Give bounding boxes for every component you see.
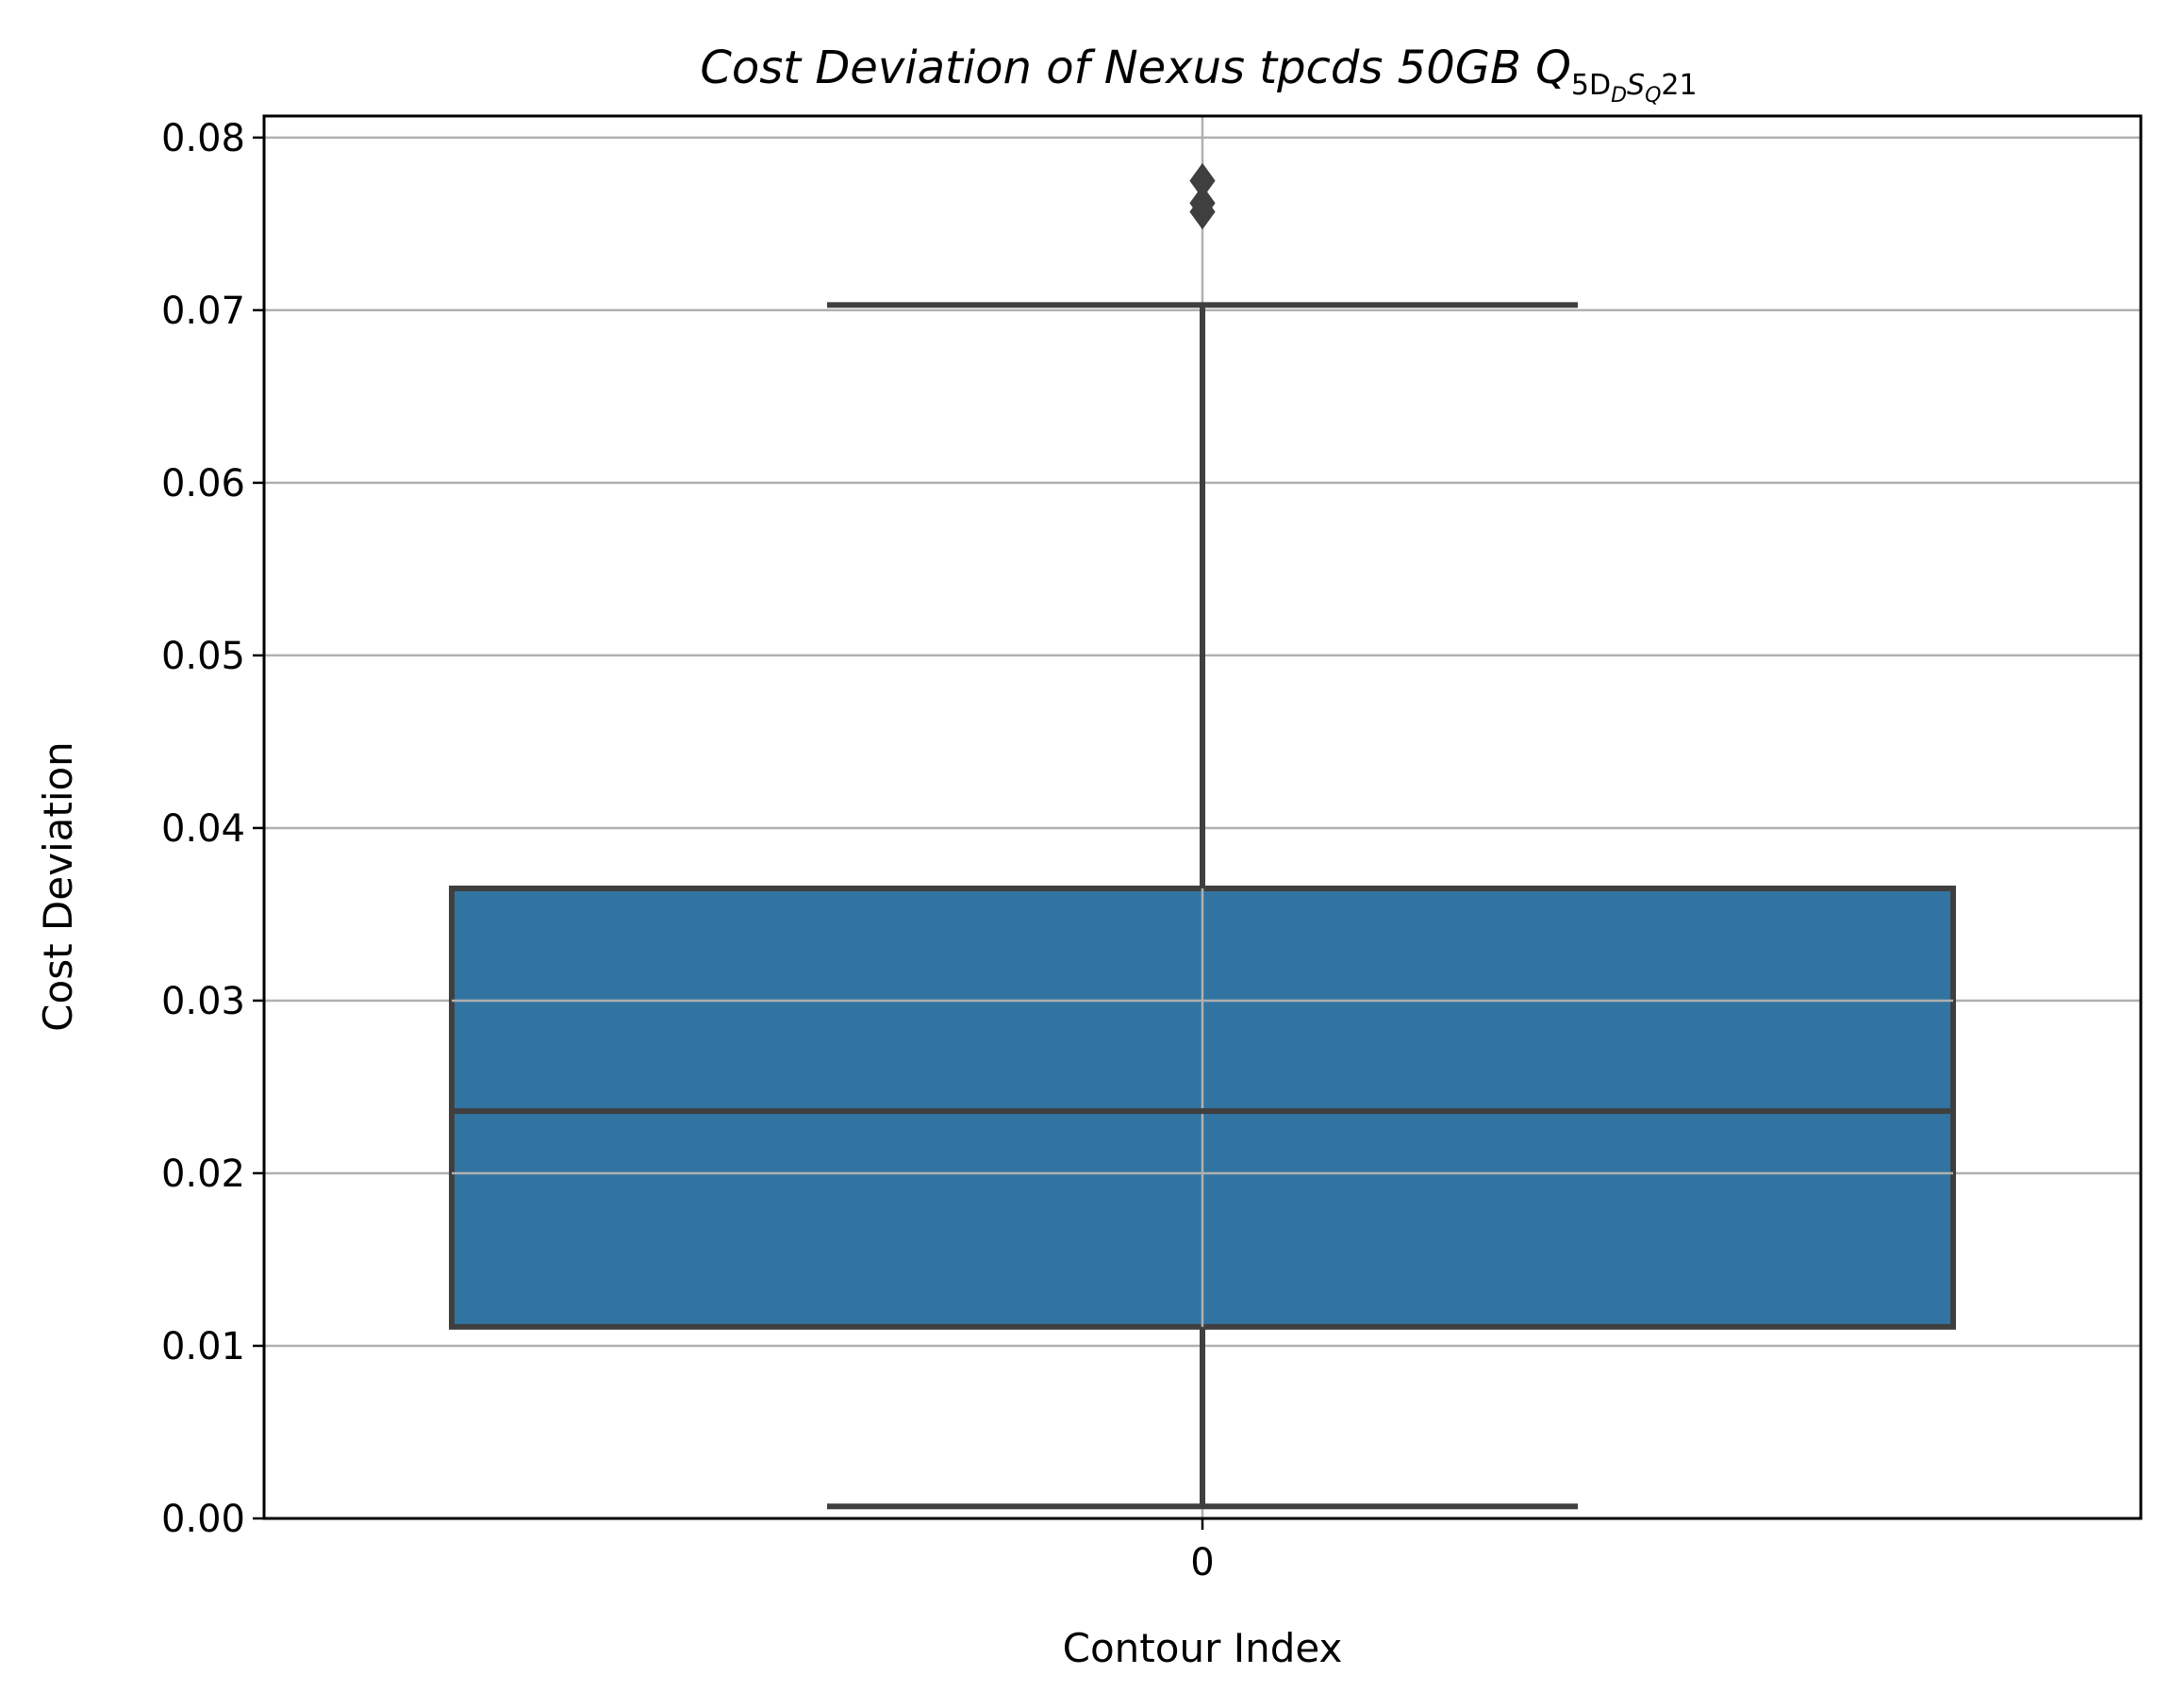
chart-title-sub-1: 5D bbox=[1571, 69, 1611, 102]
chart-title-sub-2: D bbox=[1611, 84, 1627, 108]
y-axis-ticks: 0.00 0.01 0.02 0.03 0.04 0.05 0.06 0.07 0.08 bbox=[161, 117, 264, 1541]
box-plot bbox=[449, 162, 1956, 1510]
y-tick-label: 0.03 bbox=[161, 980, 245, 1023]
outlier-marker bbox=[1189, 185, 1216, 222]
chart-title-sub-3: S bbox=[1627, 69, 1645, 102]
y-tick-label: 0.04 bbox=[161, 807, 245, 851]
chart-title-suffix: 21 bbox=[1661, 69, 1697, 102]
y-tick-label: 0.06 bbox=[161, 462, 245, 506]
x-axis-label: Contour Index bbox=[1063, 1625, 1343, 1671]
chart-title-sub-4: Q bbox=[1645, 84, 1661, 108]
box-group bbox=[449, 162, 1956, 1510]
x-axis-ticks: 0 bbox=[1190, 1518, 1215, 1584]
chart-title-main: Cost Deviation of Nexus tpcds 50GB bbox=[700, 41, 1535, 94]
y-tick-label: 0.05 bbox=[161, 635, 245, 678]
y-tick-label: 0.00 bbox=[161, 1498, 245, 1541]
y-tick-label: 0.01 bbox=[161, 1325, 245, 1368]
y-tick-label: 0.08 bbox=[161, 117, 245, 160]
y-tick-label: 0.07 bbox=[161, 290, 245, 333]
outlier-marker bbox=[1189, 162, 1216, 199]
chart-title-q: Q bbox=[1535, 41, 1571, 94]
y-tick-label: 0.02 bbox=[161, 1152, 245, 1196]
y-axis-label: Cost Deviation bbox=[35, 741, 81, 1032]
x-tick-label: 0 bbox=[1190, 1541, 1214, 1584]
chart-title: Cost Deviation of Nexus tpcds 50GB Q5DDS… bbox=[700, 41, 1697, 108]
